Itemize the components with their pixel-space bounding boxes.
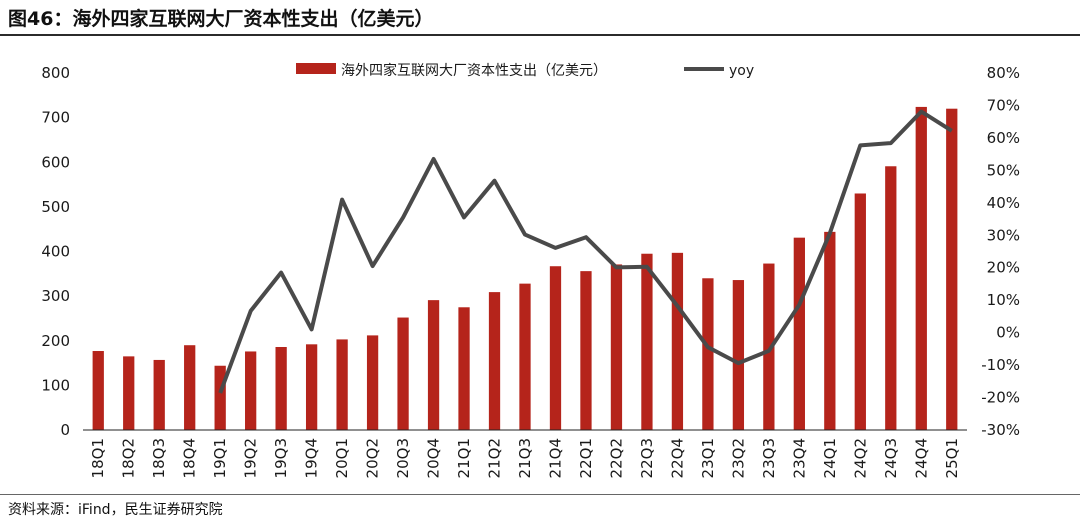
bar-24Q4	[915, 106, 927, 430]
x-tick-label: 20Q3	[394, 438, 412, 478]
legend: 海外四家互联网大厂资本性支出（亿美元） yoy	[296, 62, 754, 79]
y-right-tick-label: 40%	[987, 194, 1020, 212]
x-tick-label: 23Q1	[699, 438, 717, 478]
x-tick-label: 19Q2	[242, 438, 260, 478]
bar-24Q3	[885, 166, 897, 431]
bar-22Q2	[610, 264, 623, 430]
bar-25Q1	[946, 108, 958, 430]
y-left-tick-label: 500	[41, 198, 70, 216]
legend-bar-swatch	[296, 63, 336, 74]
x-tick-label: 23Q4	[790, 438, 808, 478]
title-rule	[0, 34, 1080, 36]
y-right-tick-label: -20%	[981, 389, 1020, 407]
y-right-tick-label: -10%	[981, 356, 1020, 374]
x-tick-label: 24Q3	[882, 438, 900, 478]
source-note: 资料来源：iFind，民生证券研究院	[8, 502, 223, 518]
bar-18Q2	[123, 356, 135, 430]
y-left-tick-label: 600	[41, 153, 70, 171]
bar-23Q3	[763, 263, 775, 430]
x-tick-label: 23Q3	[760, 438, 778, 478]
y-left-tick-label: 0	[60, 421, 70, 439]
bar-20Q2	[366, 335, 379, 430]
y-right-tick-label: -30%	[981, 421, 1020, 439]
x-tick-label: 19Q3	[272, 438, 290, 478]
bar-19Q2	[245, 351, 257, 430]
x-tick-label: 21Q2	[486, 438, 504, 478]
x-tick-label: 22Q3	[638, 438, 656, 478]
bar-19Q3	[275, 346, 287, 430]
bar-22Q1	[580, 271, 592, 430]
bar-21Q2	[488, 292, 501, 430]
x-tick-label: 18Q2	[120, 438, 138, 478]
bar-23Q4	[793, 237, 805, 430]
bar-24Q1	[824, 231, 836, 430]
x-tick-label: 20Q2	[364, 438, 382, 478]
y-right-tick-label: 60%	[987, 129, 1020, 147]
bar-20Q1	[336, 339, 348, 430]
bar-24Q2	[854, 193, 866, 430]
bar-18Q1	[92, 351, 104, 430]
y-right-tick-label: 70%	[987, 96, 1020, 114]
bar-18Q4	[184, 345, 196, 430]
yoy-line	[218, 109, 953, 394]
legend-line-label: yoy	[729, 63, 754, 79]
x-tick-label: 21Q1	[455, 438, 473, 478]
bar-20Q4	[427, 300, 440, 430]
y-right-tick-label: 20%	[987, 259, 1020, 277]
figure-title: 图46：海外四家互联网大厂资本性支出（亿美元）	[8, 8, 434, 30]
x-tick-label: 18Q3	[150, 438, 168, 478]
bar-23Q2	[732, 280, 745, 430]
y-left-tick-label: 200	[41, 332, 70, 350]
x-tick-label: 23Q2	[729, 438, 747, 478]
y-left-tick-label: 800	[41, 64, 70, 82]
x-tick-label: 19Q1	[211, 438, 229, 478]
x-tick-label: 24Q2	[851, 438, 869, 478]
bar-20Q3	[397, 317, 409, 430]
x-tick-label: 24Q4	[912, 438, 930, 478]
y-left-tick-label: 300	[41, 287, 70, 305]
y-right-tick-label: 0%	[996, 324, 1020, 342]
bar-22Q4	[671, 252, 684, 430]
bar-18Q3	[153, 359, 165, 430]
y-left-axis: 0 100 200 300 400 500 600 700 800	[41, 64, 70, 439]
x-tick-label: 22Q1	[577, 438, 595, 478]
x-axis-ticks: 18Q1 18Q2 18Q3 18Q4 19Q1 19Q2 19Q3 19Q4 20Q1 20Q2…	[89, 438, 961, 478]
y-left-tick-label: 100	[41, 376, 70, 394]
capex-chart: 0 100 200 300 400 500 600 700 800 -30% -20% -10% 0%…	[41, 62, 1020, 478]
y-right-tick-label: 30%	[987, 226, 1020, 244]
bar-23Q1	[702, 278, 714, 430]
bar-series	[92, 106, 958, 431]
x-tick-label: 22Q4	[668, 438, 686, 478]
y-right-axis: -30% -20% -10% 0% 10% 20% 30% 40% 50% 60% 70% 80%	[981, 64, 1020, 439]
x-tick-label: 21Q3	[516, 438, 534, 478]
x-tick-label: 18Q4	[181, 438, 199, 478]
x-tick-label: 22Q2	[607, 438, 625, 478]
bar-19Q4	[305, 344, 318, 430]
x-tick-label: 20Q1	[333, 438, 351, 478]
y-left-tick-label: 700	[41, 109, 70, 127]
y-right-tick-label: 80%	[987, 64, 1020, 82]
x-tick-label: 20Q4	[425, 438, 443, 478]
bar-21Q1	[458, 307, 470, 430]
y-right-tick-label: 10%	[987, 291, 1020, 309]
source-rule	[0, 494, 1080, 495]
x-tick-label: 18Q1	[89, 438, 107, 478]
y-right-tick-label: 50%	[987, 161, 1020, 179]
bar-21Q3	[519, 283, 531, 430]
y-left-tick-label: 400	[41, 243, 70, 261]
bar-19Q1	[214, 365, 226, 430]
x-tick-label: 21Q4	[546, 438, 564, 478]
legend-bar-label: 海外四家互联网大厂资本性支出（亿美元）	[341, 62, 607, 79]
x-tick-label: 25Q1	[943, 438, 961, 478]
x-tick-label: 24Q1	[821, 438, 839, 478]
bar-21Q4	[549, 266, 562, 430]
bar-22Q3	[641, 253, 653, 430]
x-tick-label: 19Q4	[303, 438, 321, 478]
